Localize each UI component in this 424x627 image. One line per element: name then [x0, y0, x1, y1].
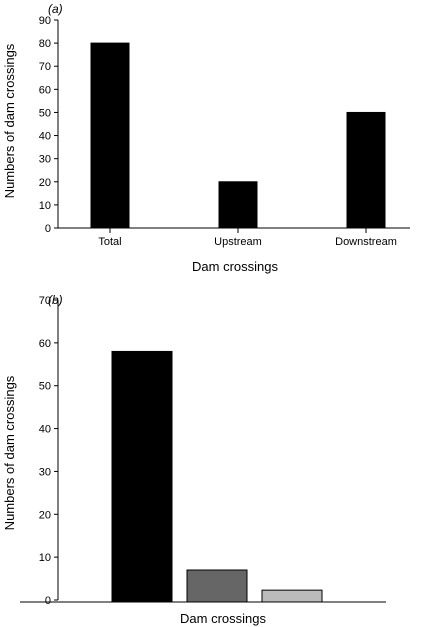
chart-panel-a: (a) 0 10 20 30 40 50 60 70 80 90 Total Upstream Dow…	[2, 2, 410, 274]
panel-a-y-axis-title: Numbers of dam crossings	[2, 43, 17, 198]
panel-a-x-ticks: Total Upstream Downstream	[98, 228, 397, 248]
panel-a-x-tick-label-0: Total	[98, 236, 121, 248]
panel-b-y-tick-label-2: 20	[39, 509, 51, 521]
panel-b-bars	[111, 350, 323, 603]
panel-a-bar-0	[90, 42, 130, 229]
panel-a-bar-1	[218, 181, 258, 229]
panel-b-bar-0	[111, 350, 173, 603]
panel-a-x-tick-label-2: Downstream	[335, 236, 397, 248]
panel-a-x-tick-label-1: Upstream	[214, 236, 262, 248]
panel-b-y-tick-label-5: 50	[39, 381, 51, 393]
panel-b-y-tick-label-7: 70	[39, 295, 51, 307]
panel-a-y-tick-label-3: 30	[39, 154, 51, 166]
panel-b-y-ticks: 0 10 20 30 40 50 60 70	[39, 295, 58, 607]
panel-b-y-tick-label-0: 0	[45, 595, 51, 607]
panel-a-bars	[90, 42, 386, 229]
panel-b-y-tick-label-1: 10	[39, 552, 51, 564]
panel-a-y-tick-label-4: 40	[39, 131, 51, 143]
panel-b-y-tick-label-4: 40	[39, 424, 51, 436]
panel-a-label: (a)	[48, 2, 63, 16]
panel-a-y-tick-label-2: 20	[39, 177, 51, 189]
panel-b-x-axis-title: Dam crossings	[180, 611, 266, 626]
panel-b-y-tick-label-3: 30	[39, 466, 51, 478]
panel-a-bar-2	[346, 111, 386, 229]
panel-b-y-axis-title: Numbers of dam crossings	[2, 375, 17, 530]
panel-a-y-ticks: 0 10 20 30 40 50 60 70 80 90	[39, 15, 58, 235]
panel-a-y-tick-label-0: 0	[45, 223, 51, 235]
panel-a-y-tick-label-6: 60	[39, 84, 51, 96]
panel-a-y-tick-label-1: 10	[39, 200, 51, 212]
panel-a-y-tick-label-9: 90	[39, 15, 51, 27]
panel-a-y-tick-label-7: 70	[39, 61, 51, 73]
panel-a-y-tick-label-5: 50	[39, 107, 51, 119]
panel-b-y-tick-label-6: 60	[39, 338, 51, 350]
panel-a-y-tick-label-8: 80	[39, 38, 51, 50]
panel-b-bar-1	[186, 569, 248, 603]
panel-b-bar-2	[261, 589, 323, 603]
panel-a-x-axis-title: Dam crossings	[192, 259, 278, 274]
